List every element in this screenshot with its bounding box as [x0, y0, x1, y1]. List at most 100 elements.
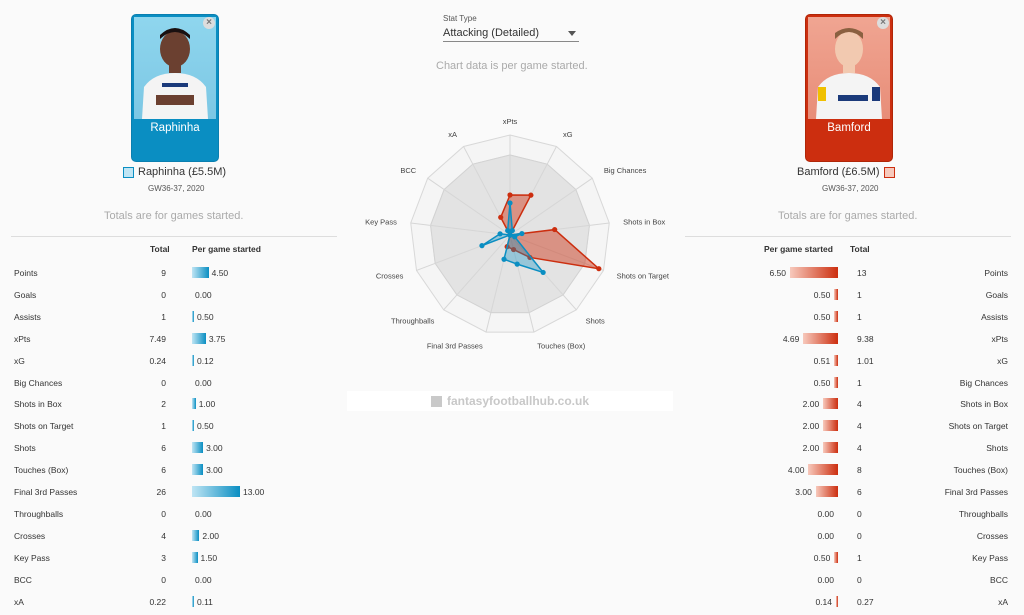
player-photo-right: [808, 17, 890, 119]
stat-name: xG: [997, 355, 1008, 366]
radar-spoke: [427, 177, 511, 236]
radar-point: [507, 192, 513, 198]
stat-bar: [823, 420, 838, 432]
stat-per-game: 0.50: [197, 421, 214, 432]
stat-name: Touches (Box): [953, 465, 1008, 476]
stat-bar: [192, 486, 240, 497]
stat-bar: [834, 354, 838, 366]
stat-name: Points: [984, 268, 1008, 278]
table-row: 0.50 1 Key Pass: [685, 548, 1011, 570]
stat-total: 3: [161, 552, 166, 563]
remove-player-right-button[interactable]: ×: [877, 17, 889, 29]
radar-point: [505, 227, 511, 234]
radar-spoke: [410, 222, 511, 236]
table-row: Points 9 4.50: [11, 263, 337, 285]
radar-point: [596, 266, 602, 272]
stat-name: Key Pass: [14, 552, 50, 563]
table-row: 0.00 0 Throughballs: [685, 504, 1011, 526]
stat-total: 8: [857, 465, 862, 476]
stat-name: Shots: [986, 443, 1008, 454]
remove-player-left-button[interactable]: ×: [203, 17, 215, 29]
stat-name: BCC: [990, 574, 1008, 585]
player-label-right: Bamford (£6.5M): [797, 166, 895, 178]
brand-text: fantasyfootballhub.co.uk: [446, 394, 589, 408]
player-price-left: Raphinha (£5.5M): [138, 166, 227, 178]
stat-per-game: 3.00: [795, 487, 812, 497]
table-row: 4.00 8 Touches (Box): [685, 460, 1011, 482]
table-row: Throughballs 0 0.00: [11, 504, 337, 526]
stat-per-game: 2.00: [202, 530, 219, 541]
stat-total: 0: [161, 574, 166, 585]
table-row: 0.50 1 Big Chances: [685, 373, 1011, 395]
stat-name: Points: [14, 268, 38, 278]
stat-total: 6: [857, 487, 862, 497]
radar-point: [507, 232, 513, 238]
radar-chart: xPts xG Big Chances Shots in Box Shots on Ta…: [365, 117, 670, 351]
stat-bar: [192, 267, 209, 278]
stat-per-game: 0.00: [195, 377, 212, 388]
radar-axis-label: Crosses: [376, 271, 404, 280]
radar-axis-label: xPts: [503, 117, 518, 126]
stat-total: 0: [161, 289, 166, 300]
stat-total: 0.27: [857, 596, 874, 607]
table-row: 2.00 4 Shots in Box: [685, 394, 1011, 416]
player-card-right[interactable]: × Bamford: [805, 14, 893, 162]
stat-total: 9: [161, 268, 166, 278]
stat-type-label: Stat Type: [443, 14, 477, 23]
stat-per-game: 0.00: [195, 508, 212, 519]
table-row: 6.50 13 Points: [685, 263, 1011, 285]
stat-total: 4: [857, 399, 862, 410]
table-row: BCC 0 0.00: [11, 570, 337, 592]
stat-total: 6: [161, 443, 166, 454]
stat-bar: [815, 486, 838, 497]
radar-spoke: [443, 234, 511, 311]
stat-per-game: 0.14: [815, 596, 832, 607]
legend-swatch-left: [123, 166, 134, 178]
stat-bar: [192, 310, 194, 322]
stat-per-game: 0.00: [817, 530, 834, 541]
stat-per-game: 0.00: [817, 574, 834, 585]
radar-spoke: [509, 177, 593, 236]
radar-point: [507, 200, 513, 206]
stat-bar: [834, 288, 838, 300]
player-name-left: Raphinha: [150, 122, 200, 134]
legend-swatch-right: [883, 166, 895, 178]
radar-spoke: [509, 234, 604, 271]
stat-per-game: 4.50: [211, 268, 229, 278]
radar-axis-label: Touches (Box): [537, 342, 585, 351]
stat-total: 0: [857, 574, 862, 585]
stat-total: 9.38: [857, 333, 874, 344]
stat-per-game: 1.50: [200, 552, 218, 563]
stat-bar: [192, 551, 198, 563]
stat-per-game: 0.11: [197, 596, 213, 607]
stat-total: 1.01: [857, 355, 874, 366]
radar-point: [497, 231, 503, 237]
chevron-down-icon: [568, 30, 576, 36]
stat-total: 0.24: [149, 355, 166, 366]
stat-bar: [192, 595, 194, 607]
stat-per-game: 4.69: [782, 333, 800, 344]
stat-total: 1: [857, 377, 862, 388]
table-row: Goals 0 0.00: [11, 285, 337, 307]
stat-name: Assists: [14, 311, 41, 322]
stat-name: Shots: [14, 443, 36, 454]
player-card-left[interactable]: × Raphinha: [131, 14, 219, 162]
radar-point: [528, 192, 534, 198]
table-row: 4.69 9.38 xPts: [685, 329, 1011, 351]
gameweek-range-left: GW36-37, 2020: [148, 184, 205, 193]
stat-name: Goals: [14, 289, 37, 300]
stat-total: 7.49: [149, 333, 166, 344]
radar-axis-label: Throughballs: [391, 316, 435, 325]
stat-total: 0.22: [149, 596, 166, 607]
stat-bar: [803, 332, 838, 344]
radar-axis-label: Shots: [586, 316, 605, 325]
stat-per-game: 4.00: [787, 465, 805, 476]
stat-total: 1: [857, 289, 862, 300]
stat-bar: [834, 310, 838, 322]
stat-per-game: 0.00: [195, 574, 212, 585]
stat-name: BCC: [14, 574, 32, 585]
stat-type-dropdown[interactable]: Attacking (Detailed): [443, 25, 579, 42]
stat-name: Touches (Box): [14, 465, 69, 476]
stat-name: Crosses: [976, 530, 1008, 541]
stat-total: 26: [156, 487, 166, 497]
